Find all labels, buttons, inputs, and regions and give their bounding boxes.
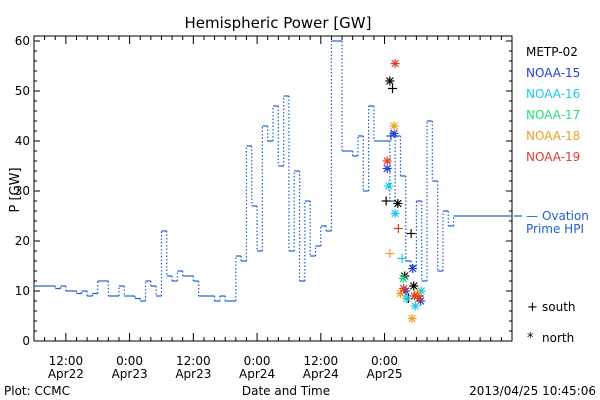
north-marker — [384, 181, 394, 191]
marker-stroke — [408, 314, 416, 323]
north-marker — [408, 264, 418, 273]
y-tick-label: 40 — [15, 134, 30, 148]
marker-stroke — [391, 209, 399, 218]
north-marker — [385, 76, 395, 86]
y-axis-label: P [GW] — [8, 167, 23, 212]
north-marker — [393, 199, 403, 208]
north-marker — [407, 314, 417, 323]
x-tick-label-date: Apr22 — [48, 367, 84, 381]
x-tick-label-date: Apr23 — [175, 367, 211, 381]
south-marker — [386, 131, 396, 141]
north-marker — [382, 164, 392, 173]
marker-stroke — [399, 284, 408, 293]
legend-entry-noaa-15: NOAA-15 — [526, 66, 580, 80]
north-marker — [414, 294, 424, 303]
south-marker — [393, 224, 403, 233]
marker-stroke — [396, 289, 405, 298]
north-marker — [409, 281, 419, 291]
ovation-series — [34, 40, 522, 302]
marker-stroke — [394, 199, 402, 208]
plot-timestamp: 2013/04/25 10:45:06 — [469, 384, 596, 398]
marker-stroke — [391, 59, 399, 68]
north-marker — [390, 209, 400, 218]
satellite-markers — [381, 59, 426, 323]
marker-stroke — [383, 157, 391, 165]
marker-stroke — [384, 182, 393, 190]
y-tick-label: 0 — [22, 334, 30, 348]
marker-stroke — [409, 282, 418, 290]
marker-stroke — [415, 294, 423, 303]
plot-border — [33, 35, 513, 342]
legend-entry-noaa-18: NOAA-18 — [526, 129, 580, 143]
ovation-legend-line2: Prime HPI — [526, 222, 584, 236]
x-axis-ticks: 12:00Apr220:00Apr2312:00Apr230:00Apr2412… — [33, 36, 513, 381]
symbol-legend-glyph-south: + — [527, 300, 538, 315]
ovation-legend-line1: Ovation — [542, 209, 589, 223]
symbol-legend-glyph-north: * — [527, 331, 534, 346]
x-tick-label-time: 0:00 — [371, 354, 398, 368]
x-tick-label-time: 12:00 — [304, 354, 339, 368]
north-marker — [395, 289, 405, 298]
chart-title: Hemispheric Power [GW] — [185, 14, 372, 32]
marker-stroke — [410, 292, 419, 300]
y-tick-label: 60 — [15, 34, 30, 48]
x-tick-label-date: Apr23 — [112, 367, 148, 381]
north-marker — [409, 291, 419, 301]
north-marker — [410, 301, 420, 311]
north-marker — [402, 294, 412, 303]
x-tick-label-time: 12:00 — [176, 354, 211, 368]
south-marker — [385, 249, 395, 258]
legend-entry-noaa-17: NOAA-17 — [526, 108, 580, 122]
x-tick-label-date: Apr24 — [239, 367, 275, 381]
marker-stroke — [383, 164, 391, 173]
symbol-legend-label-south: south — [542, 300, 576, 314]
x-tick-label-time: 12:00 — [49, 354, 84, 368]
symbol-legend: + south * north — [527, 300, 576, 346]
south-marker — [381, 196, 391, 206]
north-marker — [382, 156, 392, 166]
south-marker — [388, 84, 397, 93]
y-tick-label: 20 — [15, 234, 30, 248]
x-tick-label-date: Apr25 — [367, 367, 403, 381]
legend-entry-noaa-19: NOAA-19 — [526, 150, 580, 164]
marker-stroke — [403, 294, 411, 303]
legend-entry-metp-02: METP-02 — [526, 45, 578, 59]
y-tick-label: 50 — [15, 84, 30, 98]
legend-entry-noaa-16: NOAA-16 — [526, 87, 580, 101]
marker-stroke — [390, 122, 398, 130]
y-tick-label: 10 — [15, 284, 30, 298]
marker-stroke — [399, 274, 407, 283]
marker-stroke — [386, 77, 394, 85]
satellite-legend: METP-02 NOAA-15 NOAA-16 NOAA-17 NOAA-18 NOAA-… — [526, 45, 580, 164]
north-marker — [399, 284, 409, 293]
north-marker — [389, 121, 399, 131]
ovation-legend-prefix: — — [526, 209, 538, 223]
marker-stroke — [408, 264, 417, 273]
x-tick-label-date: Apr24 — [303, 367, 339, 381]
north-marker — [400, 271, 410, 281]
x-tick-label-time: 0:00 — [244, 354, 271, 368]
x-axis-label: Date and Time — [242, 384, 330, 398]
plot-frame — [33, 35, 513, 342]
marker-stroke — [411, 302, 420, 310]
symbol-legend-label-north: north — [542, 331, 574, 345]
y-tick-label: 30 — [15, 184, 30, 198]
plot-source: Plot: CCMC — [4, 384, 70, 398]
north-marker — [390, 59, 400, 68]
x-tick-label-time: 0:00 — [116, 354, 143, 368]
south-marker — [406, 229, 416, 238]
north-marker — [398, 274, 408, 283]
y-axis-ticks: 0 10 20 30 40 50 60 — [15, 34, 512, 348]
south-marker — [397, 254, 407, 263]
ovation-legend: — Ovation Prime HPI — [526, 209, 589, 236]
